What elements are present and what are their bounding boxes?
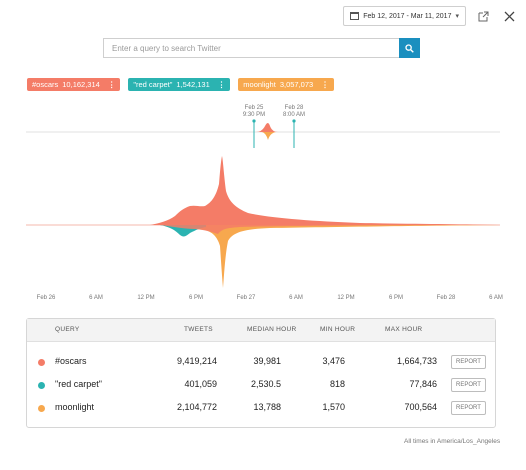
export-button[interactable] (474, 7, 492, 25)
tweets-cell: 2,104,772 (176, 402, 217, 412)
search-input[interactable] (103, 38, 399, 58)
search-bar (103, 38, 420, 58)
max-hour-cell: 700,564 (404, 402, 437, 412)
x-tick-label: 6 PM (189, 295, 203, 301)
series-color-dot (38, 405, 45, 412)
calendar-icon (350, 12, 360, 20)
column-header-median-hour: MEDIAN HOUR (247, 326, 297, 333)
query-chip-label: "red carpet" (133, 80, 173, 89)
overview-spike-below (262, 132, 276, 140)
query-chip-label: #oscars (32, 80, 59, 89)
overview-spike (256, 123, 278, 132)
zoom-marker-start-time: 9:30 PM (243, 112, 265, 118)
x-tick-label: 6 AM (89, 295, 103, 301)
query-chip-red-carpet[interactable]: "red carpet" 1,542,131 ⋮ (128, 78, 231, 91)
zoom-marker-end-time: 8:00 AM (283, 112, 305, 118)
column-header-min-hour: MIN HOUR (320, 326, 356, 333)
x-tick-label: 6 AM (489, 295, 503, 301)
table-row: "red carpet" 401,059 2,530.5 818 77,846 … (27, 374, 495, 396)
column-header-max-hour: MAX HOUR (385, 326, 423, 333)
query-chip-count: 3,057,073 (279, 80, 314, 89)
max-hour-cell: 1,664,733 (396, 356, 437, 366)
kebab-menu-icon[interactable]: ⋮ (217, 80, 226, 89)
x-axis: Feb 26 6 AM 12 PM 6 PM Feb 27 6 AM 12 PM 6 PM Fe… (37, 295, 503, 301)
query-cell: #oscars (55, 356, 87, 366)
close-icon (504, 11, 514, 21)
query-chip-count: 10,162,314 (62, 80, 100, 89)
timezone-note: All times in America/Los_Angeles (404, 438, 501, 445)
max-hour-cell: 77,846 (409, 379, 437, 389)
median-hour-cell: 13,788 (253, 402, 281, 412)
stream-moonlight-lower (26, 225, 500, 288)
tweets-cell: 401,059 (184, 379, 217, 389)
min-hour-cell: 3,476 (322, 356, 345, 366)
report-button[interactable]: REPORT (451, 401, 486, 415)
column-header-tweets: TWEETS (184, 326, 213, 333)
column-header-query: QUERY (55, 326, 80, 333)
zoom-handle-end-knob[interactable] (292, 119, 296, 123)
query-stats-table: QUERY TWEETS MEDIAN HOUR MIN HOUR MAX HO… (26, 318, 496, 428)
zoom-marker-start-date: Feb 25 (245, 105, 264, 111)
kebab-menu-icon[interactable]: ⋮ (107, 80, 116, 89)
tweets-cell: 9,419,214 (176, 356, 217, 366)
toolbar: Feb 12, 2017 - Mar 11, 2017 ▾ (343, 6, 518, 26)
query-chip-oscars[interactable]: #oscars 10,162,314 ⋮ (27, 78, 121, 91)
median-hour-cell: 39,981 (253, 356, 281, 366)
table-row: #oscars 9,419,214 39,981 3,476 1,664,733… (27, 351, 495, 373)
kebab-menu-icon[interactable]: ⋮ (321, 80, 329, 89)
min-hour-cell: 1,570 (322, 402, 345, 412)
query-chip-count: 1,542,131 (176, 80, 210, 89)
x-tick-label: Feb 27 (237, 295, 256, 301)
x-tick-label: 6 AM (289, 295, 303, 301)
zoom-marker-end-date: Feb 28 (285, 105, 304, 111)
x-tick-label: 6 PM (389, 295, 403, 301)
table-header: QUERY TWEETS MEDIAN HOUR MIN HOUR MAX HO… (27, 319, 495, 342)
report-button[interactable]: REPORT (451, 355, 486, 369)
query-chips: #oscars 10,162,314 ⋮ "red carpet" 1,542,… (27, 78, 334, 91)
query-chip-label: moonlight (243, 80, 276, 89)
search-icon (405, 43, 414, 53)
query-cell: "red carpet" (55, 379, 102, 389)
table-row: moonlight 2,104,772 13,788 1,570 700,564… (27, 397, 495, 419)
x-tick-label: 12 PM (337, 295, 354, 301)
series-color-dot (38, 382, 45, 389)
x-tick-label: 12 PM (137, 295, 154, 301)
chevron-down-icon: ▾ (455, 13, 459, 20)
close-button[interactable] (500, 7, 518, 25)
zoom-handle-start-knob[interactable] (252, 119, 256, 123)
stream-oscars-upper (26, 156, 500, 225)
external-link-icon (478, 11, 488, 21)
search-button[interactable] (399, 38, 420, 58)
min-hour-cell: 818 (329, 379, 345, 389)
query-chip-moonlight[interactable]: moonlight 3,057,073 ⋮ (238, 78, 334, 91)
tweet-volume-chart: Feb 25 9:30 PM Feb 28 8:00 AM Feb 26 6 AM… (26, 105, 503, 301)
date-range-picker[interactable]: Feb 12, 2017 - Mar 11, 2017 ▾ (343, 6, 466, 26)
date-range-label: Feb 12, 2017 - Mar 11, 2017 (363, 12, 452, 20)
query-cell: moonlight (55, 402, 95, 412)
x-tick-label: Feb 28 (437, 295, 456, 301)
series-color-dot (38, 359, 45, 366)
report-button[interactable]: REPORT (451, 378, 486, 392)
stream-oscars-lower (160, 225, 500, 234)
x-tick-label: Feb 26 (37, 295, 56, 301)
median-hour-cell: 2,530.5 (250, 379, 281, 389)
